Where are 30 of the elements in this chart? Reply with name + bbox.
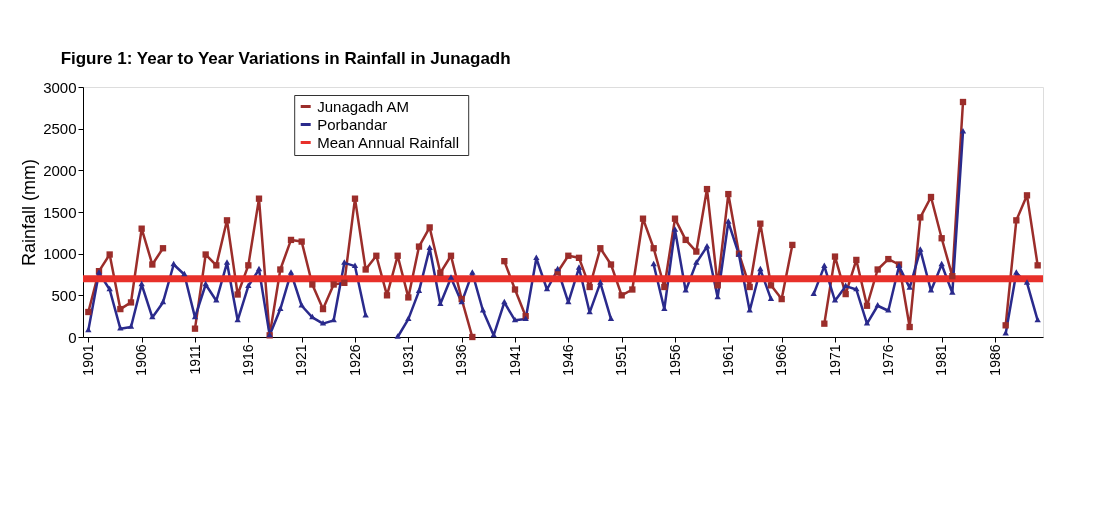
- x-tick-label: 1911: [186, 344, 203, 375]
- x-tick-label: 1906: [133, 344, 150, 376]
- x-tick-label: 1971: [826, 344, 843, 376]
- y-tick-label: 500: [51, 286, 77, 304]
- x-tick-label: 1966: [773, 344, 790, 376]
- x-tick-label: 1946: [559, 344, 576, 376]
- y-axis-title: Rainfall (mm): [19, 158, 40, 267]
- legend-label: Junagadh AM: [317, 97, 409, 115]
- x-tick-label: 1931: [399, 344, 416, 376]
- legend-label: Porbandar: [317, 115, 388, 133]
- x-tick-label: 1981: [933, 344, 950, 376]
- x-tick-label: 1956: [666, 344, 683, 376]
- x-tick-label: 1926: [346, 344, 363, 376]
- x-tick-label: 1916: [239, 344, 256, 376]
- y-tick-label: 2000: [43, 161, 77, 179]
- x-tick-label: 1976: [879, 344, 896, 376]
- y-tick-label: 0: [68, 328, 77, 346]
- x-tick-label: 1936: [453, 344, 470, 376]
- y-tick-label: 3000: [43, 78, 77, 96]
- x-tick-label: 1901: [79, 344, 96, 376]
- y-tick-label: 1500: [43, 203, 77, 221]
- x-tick-label: 1941: [506, 344, 523, 376]
- x-tick-label: 1921: [293, 344, 310, 376]
- y-tick-label: 2500: [43, 120, 77, 138]
- legend-label: Mean Annual Rainfall: [317, 133, 459, 151]
- x-tick-label: 1961: [719, 344, 736, 376]
- chart-title: Figure 1: Year to Year Variations in Rainfall in Junagadh: [60, 49, 511, 68]
- x-tick-label: 1951: [613, 344, 630, 376]
- y-tick-label: 1000: [43, 245, 77, 263]
- x-tick-label: 1986: [986, 344, 1003, 376]
